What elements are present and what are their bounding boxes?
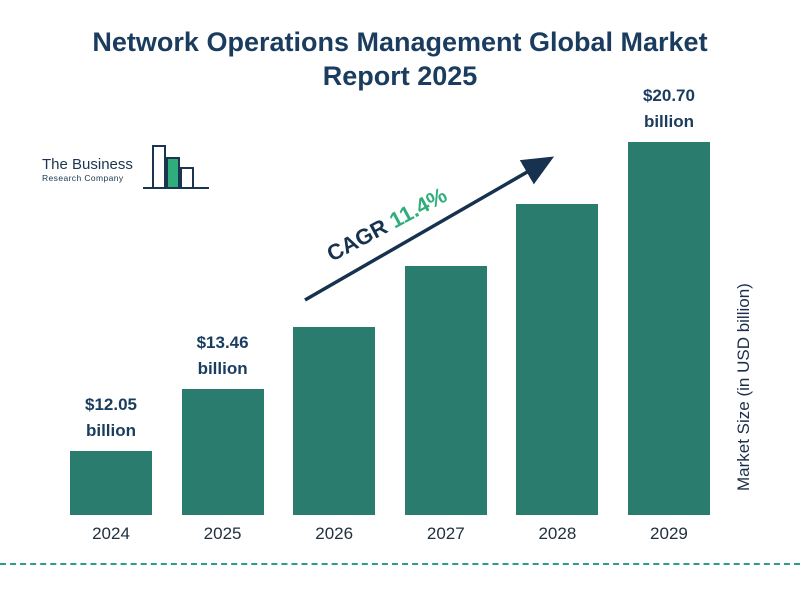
bar-value-label: $20.70 billion: [642, 86, 695, 131]
logo-line2: Research Company: [42, 173, 124, 183]
bar-2025: [181, 389, 264, 515]
x-axis-label-2025: 2025: [203, 524, 242, 543]
bar-group: $12.05 billion $13.46 billion $20.70 billion: [70, 86, 710, 515]
x-axis-labels: 2024 2025 2026 2027 2028 2029: [70, 524, 710, 544]
bar-2024: [70, 451, 152, 515]
bar-2028: [516, 204, 599, 515]
chart-title: Network Operations Management Global Mar…: [92, 27, 708, 91]
bar-cell: [516, 135, 599, 515]
bar-2029: [627, 142, 710, 515]
bar-cell: [404, 135, 487, 515]
logo-line1: The Business: [42, 156, 133, 173]
bar-value-label: $13.46 billion: [196, 333, 249, 378]
bar-cell: $12.05 billion: [70, 135, 152, 515]
x-axis-label-2028: 2028: [538, 524, 577, 543]
bar-2027: [404, 266, 487, 515]
bar-cell: [293, 135, 376, 515]
x-axis-label-2024: 2024: [92, 524, 130, 543]
cagr-annotation: CAGR 11.4%: [304, 156, 555, 302]
x-axis-label-2026: 2026: [315, 524, 354, 543]
logo-bar-chart-icon: [142, 145, 209, 189]
bar-cell: $13.46 billion: [181, 135, 264, 515]
cagr-arrow: [304, 156, 555, 302]
bar-value-label: $12.05 billion: [85, 395, 137, 440]
company-logo-text: The Business Research Company: [42, 156, 133, 183]
x-axis-label-2027: 2027: [426, 524, 465, 543]
x-axis-label-2029: 2029: [650, 524, 688, 543]
bottom-dashed-divider: [0, 563, 800, 565]
bar-2026: [293, 327, 376, 515]
y-axis-title: Market Size (in USD billion): [734, 283, 753, 491]
cagr-prefix: CAGR: [323, 211, 397, 266]
company-logo: The Business Research Company: [42, 142, 213, 200]
bar-cell: $20.70 billion: [627, 86, 710, 515]
cagr-value: 11.4%: [385, 182, 451, 233]
